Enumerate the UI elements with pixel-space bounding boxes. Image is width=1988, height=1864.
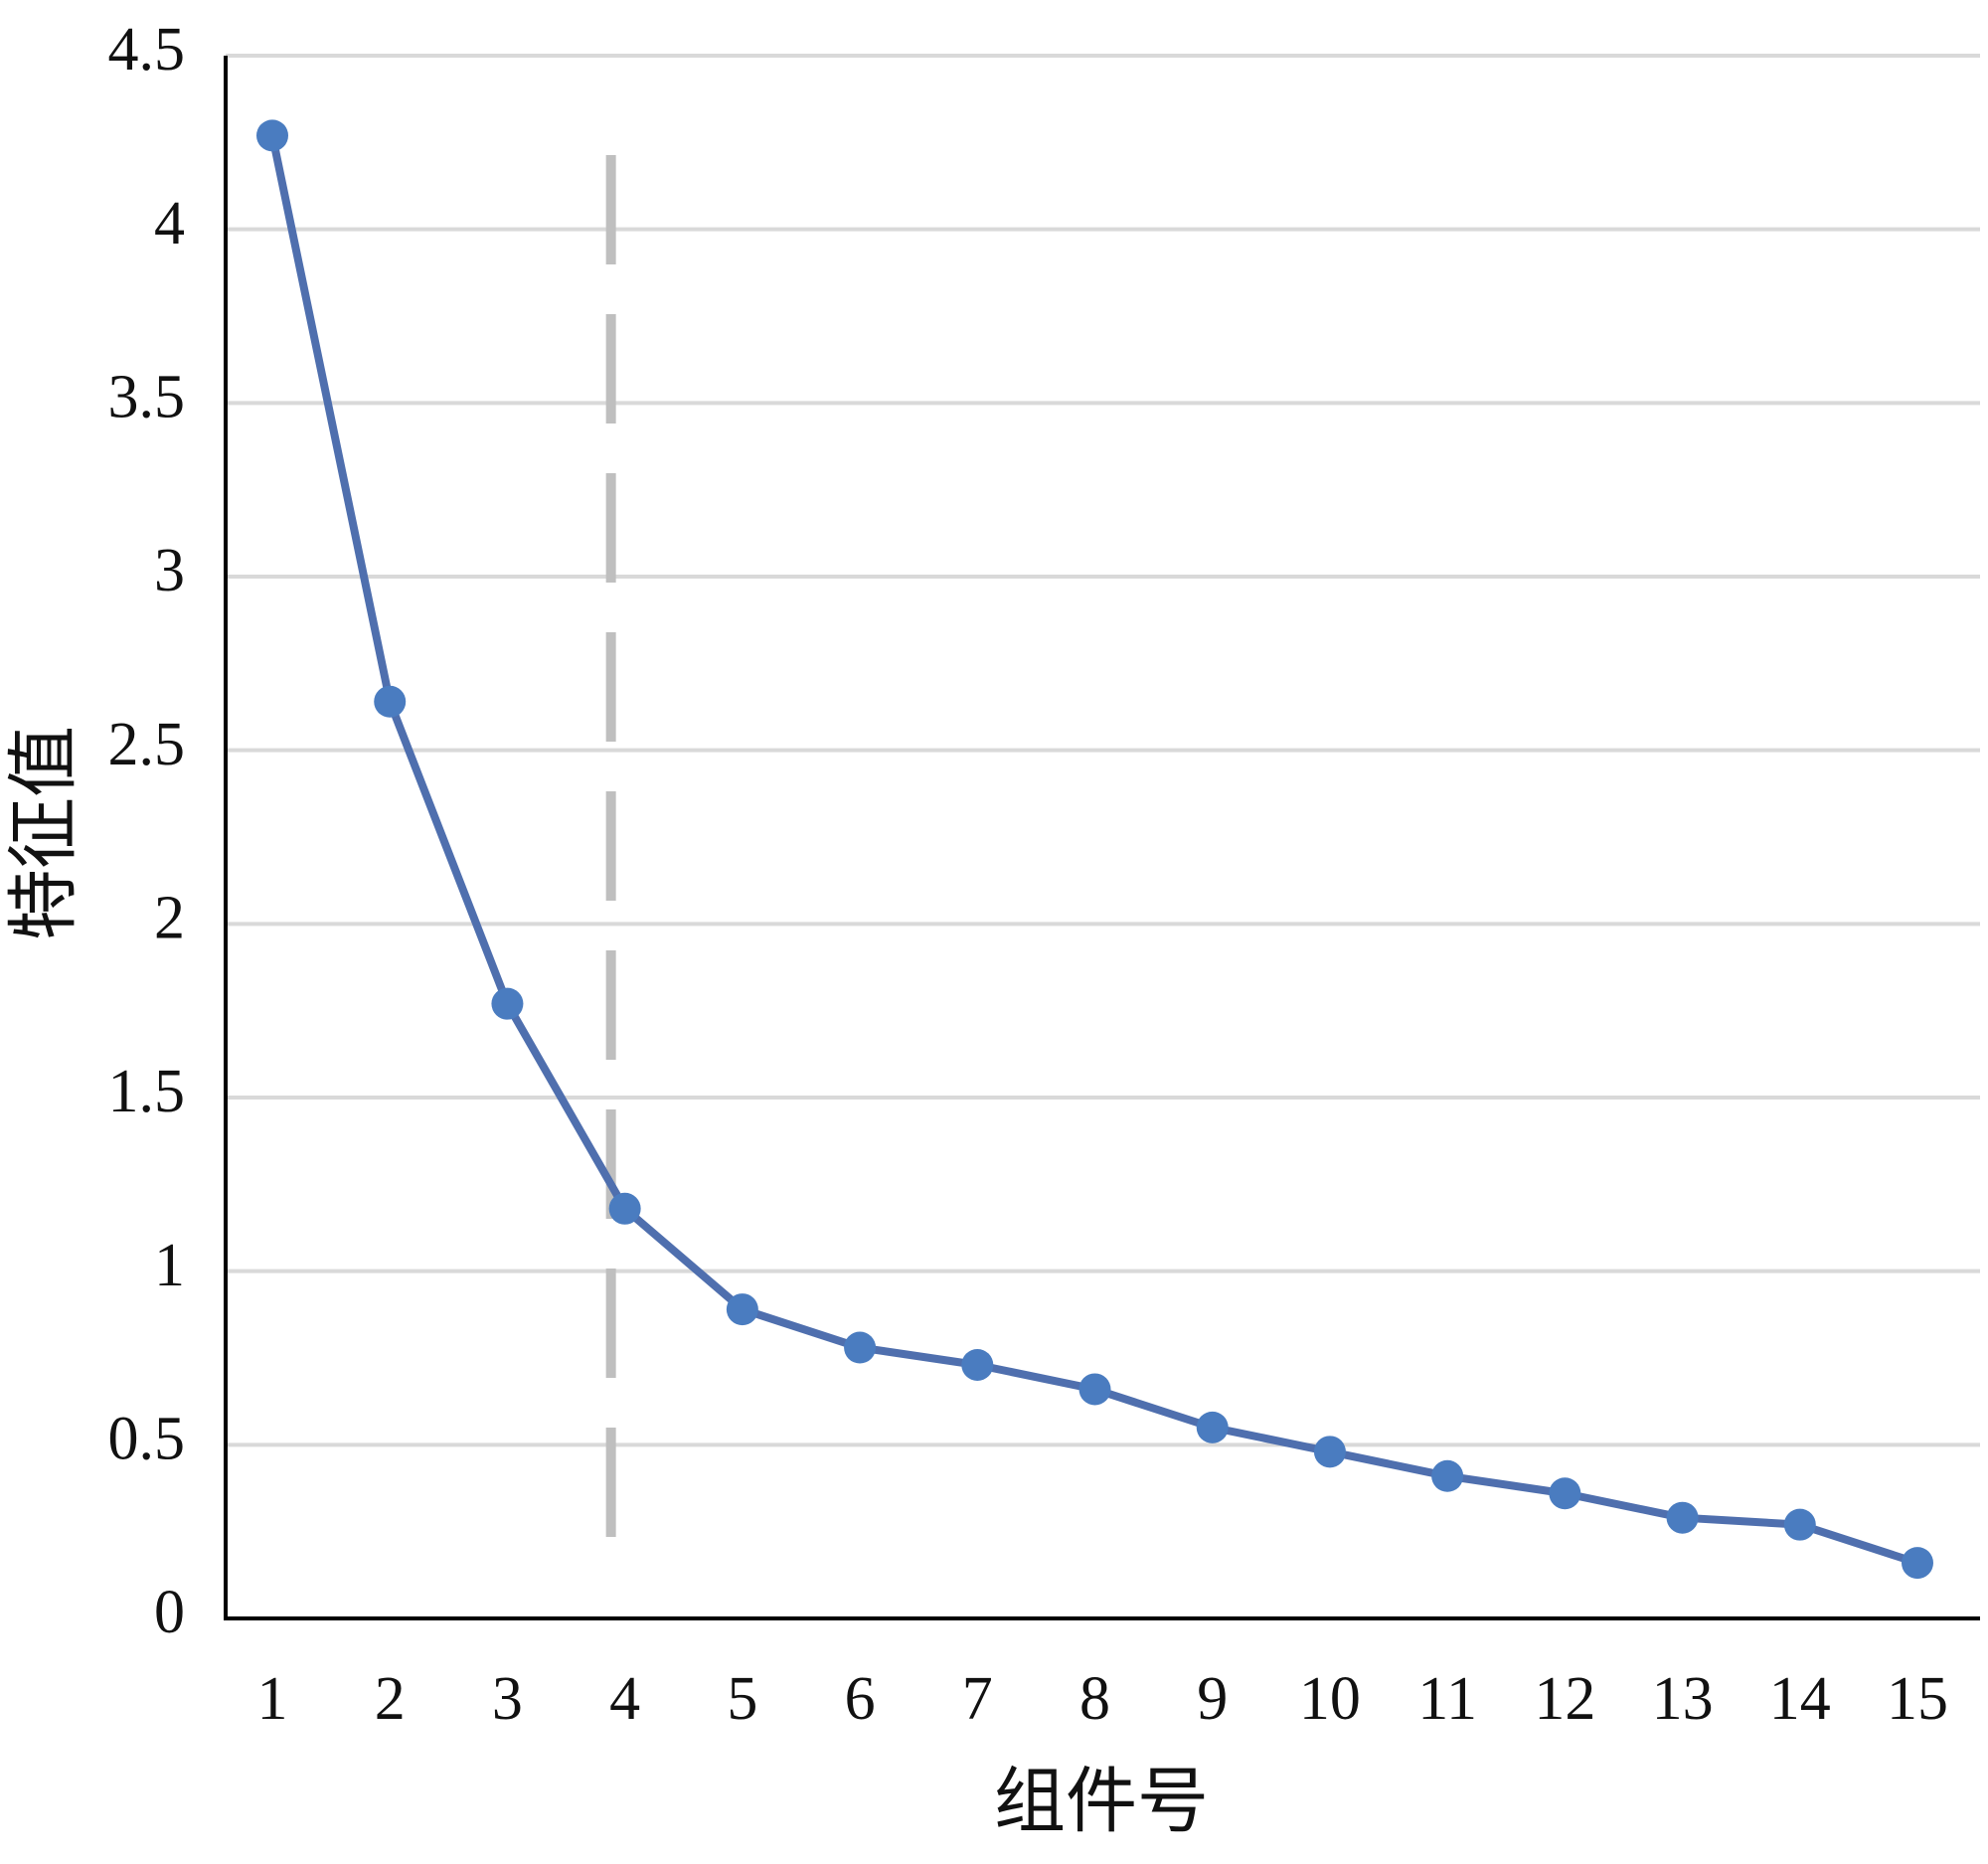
y-tick-label: 4.5 — [108, 16, 186, 84]
x-tick-label: 15 — [1887, 1665, 1948, 1733]
x-tick-label: 7 — [962, 1665, 993, 1733]
data-point — [961, 1348, 994, 1381]
data-point — [844, 1331, 877, 1364]
x-tick-label: 11 — [1417, 1665, 1477, 1733]
x-tick-label: 6 — [845, 1665, 876, 1733]
x-tick-label: 9 — [1197, 1665, 1228, 1733]
series-line — [268, 134, 1919, 1567]
x-tick-label: 4 — [609, 1665, 640, 1733]
y-tick-label: 2 — [154, 885, 185, 952]
x-tick-label: 5 — [727, 1665, 757, 1733]
data-point — [1549, 1477, 1581, 1510]
y-tick-label: 1.5 — [108, 1058, 186, 1125]
x-tick-label: 12 — [1534, 1665, 1595, 1733]
y-tick-label: 0.5 — [108, 1406, 186, 1473]
x-tick-label: 13 — [1652, 1665, 1714, 1733]
x-tick-label: 8 — [1079, 1665, 1110, 1733]
x-axis-title: 组件号 — [994, 1763, 1209, 1842]
y-tick-label: 2.5 — [108, 711, 186, 778]
x-tick-label: 2 — [375, 1665, 406, 1733]
data-point — [1431, 1459, 1464, 1492]
data-point — [1078, 1373, 1111, 1406]
y-tick-label: 4 — [154, 190, 185, 257]
y-tick-label: 3.5 — [108, 364, 186, 431]
data-point — [374, 685, 407, 718]
y-tick-label: 1 — [154, 1232, 185, 1299]
data-point — [608, 1192, 641, 1225]
y-tick-label: 3 — [154, 537, 185, 604]
y-axis-title: 特征值 — [5, 726, 84, 940]
data-point — [1313, 1436, 1346, 1468]
data-point — [1902, 1547, 1933, 1580]
y-tick-label: 0 — [154, 1579, 185, 1646]
data-point — [256, 119, 288, 152]
x-tick-label: 14 — [1769, 1665, 1831, 1733]
data-point — [1783, 1508, 1816, 1541]
data-point — [1666, 1501, 1699, 1534]
x-tick-label: 10 — [1299, 1665, 1361, 1733]
x-tick-label: 3 — [492, 1665, 523, 1733]
x-tick-label: 1 — [257, 1665, 288, 1733]
data-point — [726, 1293, 758, 1326]
data-point — [1196, 1411, 1229, 1443]
data-point — [491, 987, 524, 1020]
